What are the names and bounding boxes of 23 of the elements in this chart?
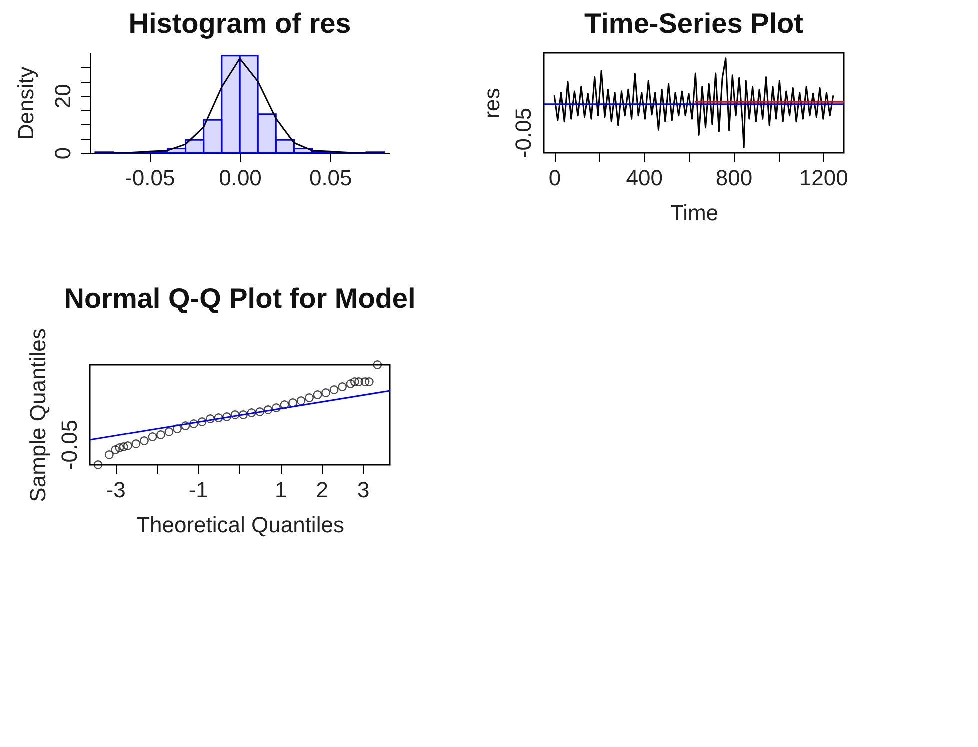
y-axis-title: Density (14, 66, 38, 140)
y-axis-title: Sample Quantiles (26, 328, 50, 502)
x-axis-title: Time (670, 200, 719, 226)
x-tick-label: 400 (626, 166, 664, 190)
x-axis-title: Theoretical Quantiles (136, 512, 344, 538)
y-axis-title: res (480, 88, 504, 119)
text: -0.05 (57, 420, 82, 470)
y-tick-label: 20 (50, 84, 76, 109)
x-tick-label: 3 (358, 478, 370, 502)
x-tick-label: -1 (188, 478, 208, 502)
x-tick-label: 2 (316, 478, 329, 502)
x-tick-label: 1 (275, 478, 288, 502)
x-tick-label: 0 (548, 166, 562, 190)
x-tick-label: -0.05 (125, 166, 176, 190)
x-tick-label: -3 (106, 478, 126, 502)
x-tick-label: 1200 (799, 166, 848, 190)
x-tick-label: 800 (716, 166, 753, 190)
text: -0.05 (511, 108, 536, 158)
x-tick-label: 0.05 (309, 166, 352, 190)
chart-title: Normal Q-Q Plot for Model (64, 283, 416, 314)
chart-title: Time-Series Plot (584, 8, 804, 39)
chart-title: Histogram of res (128, 8, 352, 39)
x-tick-label: 0.00 (219, 166, 262, 190)
